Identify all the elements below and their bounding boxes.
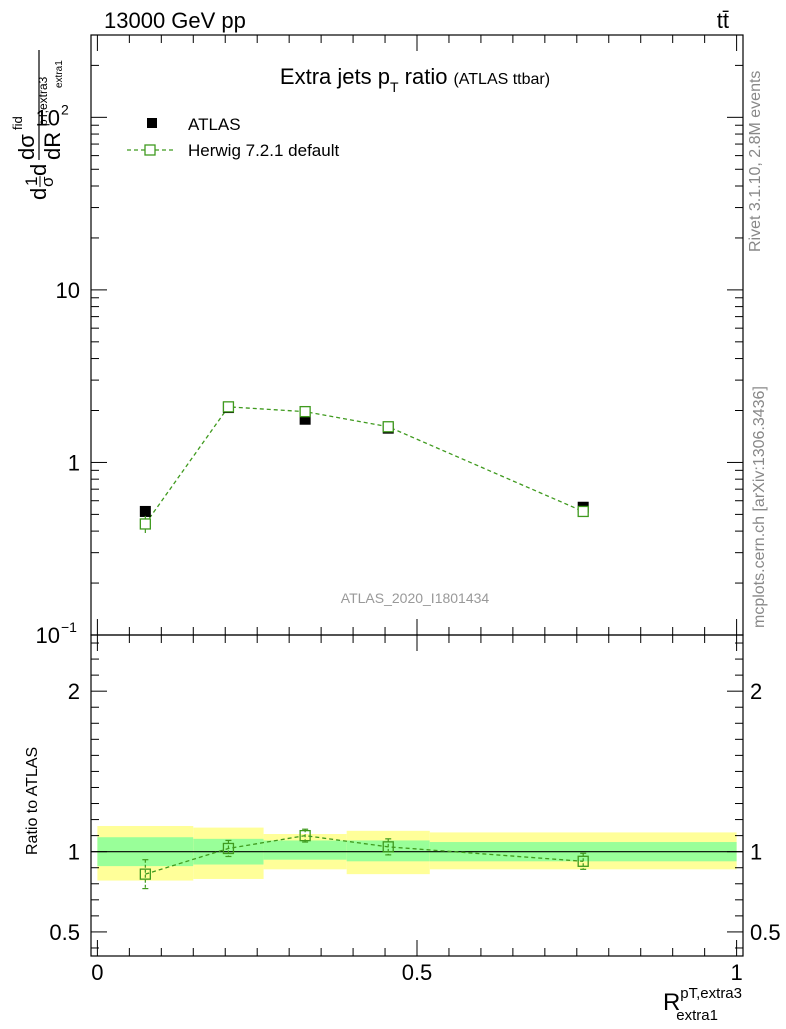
- ylabel-sup: pT,extra3: [36, 76, 50, 126]
- ylabel-frac-bottom: dR: [40, 132, 65, 160]
- rivet-version-label: Rivet 3.1.10, 2.8M events: [747, 71, 764, 252]
- x-tick-label: 1: [730, 960, 742, 985]
- herwig-data-point: [577, 505, 589, 518]
- chart-title: Extra jets pT ratio (ATLAS ttbar): [280, 64, 550, 95]
- xlabel-sup: pT,extra3: [680, 985, 742, 1002]
- ratio-band-inner: [263, 840, 347, 860]
- ylabel-one: 1: [22, 177, 41, 186]
- x-tick-label: 0.5: [402, 960, 433, 985]
- ratio-y-tick-label-left: 2: [68, 679, 80, 704]
- main-y-axis-label: d 1 σ d dσ fid dR pT,extra3 extra1: [10, 50, 65, 200]
- atlas-data-point: [139, 505, 151, 517]
- header-process-label: tt̄: [717, 8, 729, 33]
- xlabel-main: R: [663, 989, 680, 1016]
- legend-atlas-label: ATLAS: [188, 115, 241, 134]
- ratio-data-point: [139, 868, 151, 880]
- xlabel-sub: extra1: [676, 1007, 718, 1024]
- ratio-data-point: [382, 841, 394, 853]
- ratio-y-tick-label-left: 0.5: [49, 920, 80, 945]
- header-energy-label: 13000 GeV pp: [104, 8, 246, 33]
- legend: ATLAS Herwig 7.2.1 default: [127, 115, 339, 160]
- x-axis-label: RpT,extra3: [663, 985, 742, 1016]
- chart-title-sub: T: [390, 79, 399, 95]
- svg-text:d: d: [26, 188, 51, 200]
- herwig-data-point: [299, 405, 311, 418]
- y-tick-label: 10: [36, 623, 60, 648]
- legend-atlas-marker: [147, 118, 157, 128]
- analysis-label: ATLAS_2020_I1801434: [341, 590, 490, 606]
- atlas-data-point: [299, 413, 311, 425]
- legend-herwig-label: Herwig 7.2.1 default: [188, 141, 339, 160]
- herwig-data-point: [139, 518, 151, 530]
- ylabel-fid: fid: [10, 116, 25, 130]
- ratio-data-point: [577, 855, 589, 867]
- herwig-data-point: [222, 401, 235, 413]
- ratio-y-tick-label-right: 2: [750, 679, 762, 704]
- chart-title-main: Extra jets p: [280, 64, 390, 89]
- ratio-y-tick-label-right: 0.5: [750, 920, 781, 945]
- ratio-data-point: [222, 842, 235, 855]
- y-tick-label-exp: 2: [61, 101, 69, 117]
- ylabel-frac-top: dσ: [14, 134, 39, 160]
- chart-title-after: ratio: [399, 64, 448, 89]
- y-tick-label: 10: [56, 278, 80, 303]
- ylabel-sigma: σ: [38, 176, 57, 187]
- ratio-y-tick-label-right: 1: [750, 840, 762, 865]
- legend-herwig-marker: [144, 144, 156, 156]
- chart-title-paren: (ATLAS ttbar): [453, 71, 550, 88]
- ratio-y-tick-label-left: 1: [68, 840, 80, 865]
- ylabel-d2: d: [26, 164, 51, 176]
- ratio-y-axis-label: Ratio to ATLAS: [24, 747, 41, 855]
- herwig-data-point: [382, 421, 394, 433]
- ratio-plot-panel: 0.5 0.5 1 1 2 2: [49, 634, 781, 957]
- ylabel-sub: extra1: [54, 60, 65, 88]
- herwig-series-line: [144, 406, 584, 525]
- y-tick-label-exp: −1: [61, 619, 77, 635]
- ratio-data-point: [299, 829, 311, 842]
- mcplots-label: mcplots.cern.ch [arXiv:1306.3436]: [751, 386, 768, 628]
- ylabel-d1: d: [26, 188, 51, 200]
- x-tick-label: 0: [91, 960, 103, 985]
- ratio-plot-frame: [90, 634, 744, 957]
- y-tick-label: 1: [68, 450, 80, 475]
